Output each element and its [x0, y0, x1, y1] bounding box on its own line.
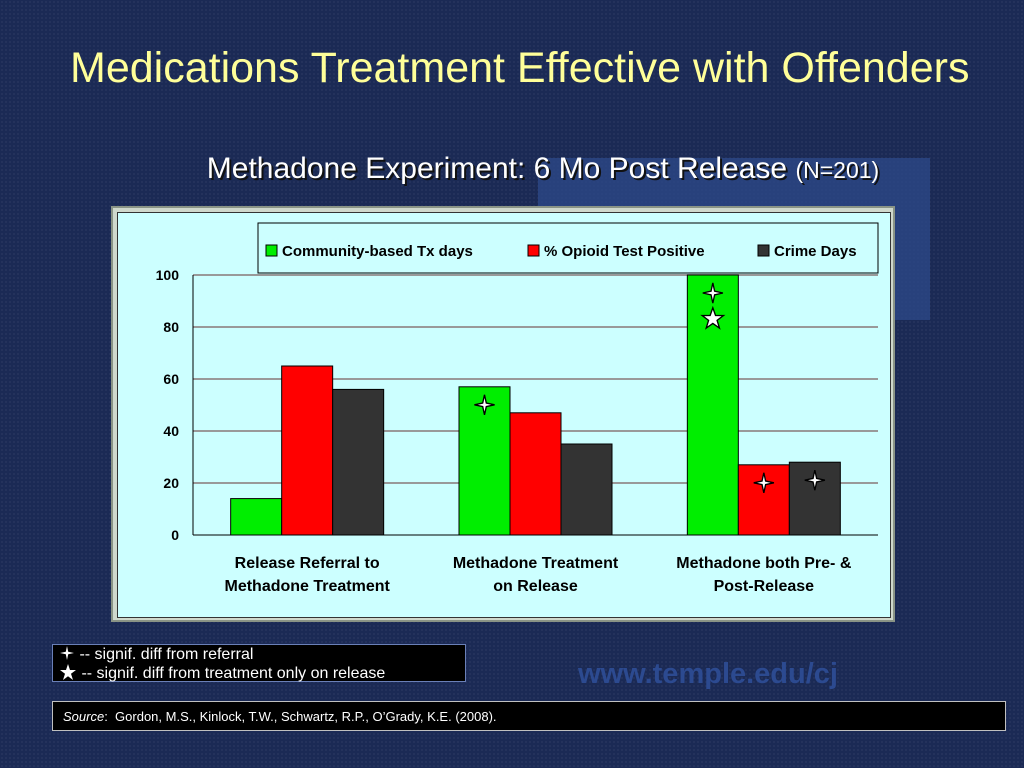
chart-frame: 0 20 40 60 80 100 Release Referral to Methadone…	[111, 206, 895, 622]
y-tick-label: 20	[163, 475, 179, 491]
sparkle-marker	[702, 282, 724, 304]
legend-label: Crime Days	[774, 243, 857, 260]
bar	[332, 388, 385, 536]
legend-swatch	[757, 244, 770, 257]
source-text: Gordon, M.S., Kinlock, T.W., Schwartz, R…	[115, 709, 497, 724]
chart-legend	[257, 222, 879, 274]
star-marker	[700, 305, 726, 330]
category-label: Methadone both Pre- &	[676, 555, 852, 572]
category-label: Methadone Treatment	[453, 555, 619, 572]
bar	[230, 498, 283, 536]
significance-legend: -- signif. diff from referral -- signif.…	[52, 644, 466, 682]
sparkle-marker	[804, 469, 826, 491]
legend-swatch	[527, 244, 540, 257]
subtitle-main: Methadone Experiment: 6 Mo Post Release	[206, 152, 796, 185]
y-tick-label: 80	[163, 319, 179, 335]
legend-line-star: -- signif. diff from treatment only on r…	[59, 663, 385, 683]
category-label: on Release	[493, 578, 578, 595]
sparkle-legend-text: -- signif. diff from referral	[79, 646, 254, 663]
sparkle-marker	[753, 472, 775, 494]
y-tick-label: 100	[156, 267, 180, 283]
chart-subtitle: Methadone Experiment: 6 Mo Post Release …	[0, 152, 1024, 186]
source-label: Source	[63, 709, 105, 724]
sparkle-marker	[474, 394, 495, 416]
y-tick-label: 60	[163, 371, 179, 387]
bar-chart: 0 20 40 60 80 100 Release Referral to Methadone…	[156, 222, 879, 595]
chart-plot-area: 0 20 40 60 80 100 Release Referral to Methadone…	[117, 212, 891, 618]
sparkle-icon	[60, 646, 74, 660]
y-tick-label: 40	[163, 423, 179, 439]
slide-title: Medications Treatment Effective with Off…	[70, 44, 970, 92]
bar	[281, 365, 334, 536]
category-label: Methadone Treatment	[224, 578, 390, 595]
legend-line-sparkle: -- signif. diff from referral	[59, 645, 253, 664]
y-tick-label: 0	[171, 527, 179, 543]
legend-label: % Opioid Test Positive	[544, 243, 705, 260]
bar	[509, 412, 562, 536]
bar	[737, 464, 790, 536]
watermark-url: www.temple.edu/cj	[578, 658, 838, 690]
category-label: Release Referral to	[235, 555, 380, 572]
star-icon	[60, 664, 76, 680]
source-citation: Source: Gordon, M.S., Kinlock, T.W., Sch…	[52, 701, 1006, 731]
legend-label: Community-based Tx days	[282, 243, 473, 260]
legend-swatch	[265, 244, 278, 257]
subtitle-n: (N=201)	[795, 157, 880, 183]
category-label: Post-Release	[714, 578, 815, 595]
bar	[560, 443, 613, 536]
star-legend-text: -- signif. diff from treatment only on r…	[81, 665, 386, 682]
